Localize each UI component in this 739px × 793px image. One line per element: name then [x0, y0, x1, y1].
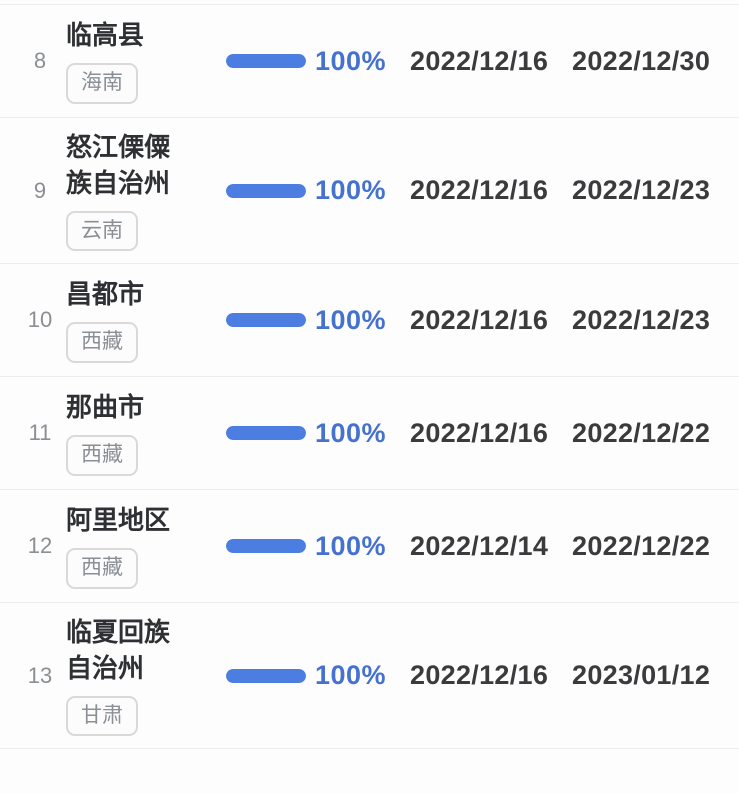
table-row: 8 临高县 海南 100% 2022/12/16 2022/12/30: [0, 5, 739, 118]
progress-bar-fill: [226, 313, 306, 328]
region-name: 阿里地区: [66, 505, 171, 536]
progress-bar-fill: [226, 668, 306, 683]
start-date: 2022/12/16: [410, 304, 549, 335]
table-row: 9 怒江傈僳族自治州 云南 100% 2022/12/16 2022/12/23: [0, 118, 739, 265]
progress-bar: [226, 54, 306, 68]
progress-cell: 100%: [226, 531, 398, 562]
region-cell: 那曲市 西藏: [66, 388, 216, 477]
progress-percent: 100%: [315, 45, 387, 76]
end-date: 2022/12/22: [572, 417, 711, 448]
progress-bar: [226, 539, 306, 554]
rank-number: 11: [28, 420, 52, 446]
rank-number: 10: [27, 307, 53, 333]
progress-bar-fill: [226, 426, 306, 441]
province-tag: 甘肃: [66, 695, 138, 737]
region-cell: 临夏回族自治州 甘肃: [66, 613, 216, 738]
rank-number: 8: [33, 48, 47, 73]
rank-number: 9: [33, 177, 47, 203]
start-date: 2022/12/14: [410, 530, 549, 561]
region-name: 临夏回族自治州: [66, 617, 171, 683]
province-tag: 西藏: [66, 435, 138, 476]
region-cell: 临高县 海南: [66, 16, 216, 105]
progress-bar: [226, 183, 306, 198]
progress-bar: [226, 313, 306, 328]
progress-cell: 100%: [226, 46, 398, 77]
table-row: 10 昌都市 西藏 100% 2022/12/16 2022/12/23: [0, 264, 739, 378]
ranking-table: 8 临高县 海南 100% 2022/12/16 2022/12/30 9 怒江…: [0, 4, 739, 750]
progress-bar: [226, 668, 306, 683]
table-row: 13 临夏回族自治州 甘肃 100% 2022/12/16 2023/01/12: [0, 603, 739, 750]
progress-percent: 100%: [315, 530, 387, 561]
progress-bar-fill: [226, 539, 306, 554]
province-tag: 云南: [66, 210, 138, 252]
progress-percent: 100%: [315, 417, 387, 448]
end-date: 2022/12/23: [572, 304, 711, 335]
rank-number: 12: [27, 533, 53, 559]
progress-cell: 100%: [226, 660, 398, 691]
province-tag: 西藏: [66, 548, 138, 589]
region-name: 怒江傈僳族自治州: [66, 132, 171, 198]
region-cell: 昌都市 西藏: [66, 275, 216, 364]
progress-percent: 100%: [315, 660, 387, 691]
province-tag: 西藏: [66, 322, 138, 363]
end-date: 2022/12/22: [572, 530, 711, 561]
table-row: 11 那曲市 西藏 100% 2022/12/16 2022/12/22: [0, 377, 739, 491]
start-date: 2022/12/16: [410, 175, 549, 206]
progress-cell: 100%: [226, 418, 398, 449]
rank-number: 13: [27, 662, 53, 688]
province-tag: 海南: [66, 63, 138, 104]
progress-bar-fill: [226, 54, 306, 68]
start-date: 2022/12/16: [410, 45, 549, 76]
region-cell: 阿里地区 西藏: [66, 501, 216, 590]
region-cell: 怒江傈僳族自治州 云南: [66, 128, 216, 253]
progress-bar: [226, 426, 306, 441]
progress-bar-fill: [226, 183, 306, 198]
table-row: 12 阿里地区 西藏 100% 2022/12/14 2022/12/22: [0, 490, 739, 604]
progress-cell: 100%: [226, 175, 398, 206]
end-date: 2022/12/30: [572, 45, 711, 76]
end-date: 2023/01/12: [572, 660, 711, 691]
start-date: 2022/12/16: [410, 660, 549, 691]
progress-cell: 100%: [226, 305, 398, 336]
region-name: 临高县: [66, 20, 145, 51]
end-date: 2022/12/23: [572, 175, 711, 206]
region-name: 昌都市: [66, 279, 145, 310]
region-name: 那曲市: [66, 392, 145, 423]
start-date: 2022/12/16: [410, 417, 549, 448]
progress-percent: 100%: [315, 175, 387, 206]
progress-percent: 100%: [315, 304, 387, 335]
